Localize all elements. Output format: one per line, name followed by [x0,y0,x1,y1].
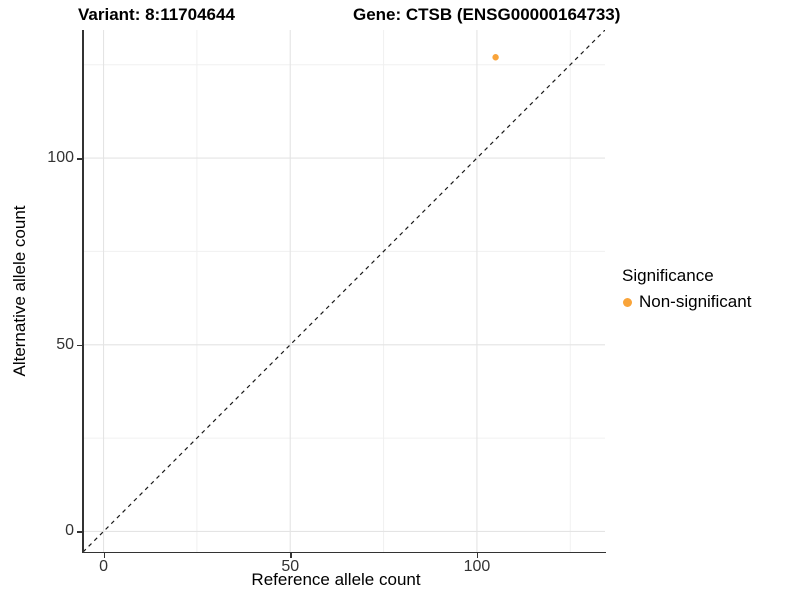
x-axis-title: Reference allele count [251,570,421,589]
x-tick-label: 50 [281,558,300,575]
y-axis-title: Alternative allele count [10,205,29,377]
legend-item-label: Non-significant [639,292,752,311]
identity-reference-line [83,30,605,552]
x-tick-mark [103,553,106,558]
legend-title: Significance [622,266,714,285]
x-tick-label: 0 [99,558,108,575]
x-tick-mark [476,553,479,558]
y-axis-line [82,30,84,553]
plot-panel [83,30,605,552]
legend-items: Non-significant [620,292,800,312]
x-tick-label: 100 [463,558,491,575]
panel-canvas [83,30,605,552]
y-tick-label: 50 [56,335,74,353]
legend-item: Non-significant [620,292,800,312]
y-tick-label: 100 [47,149,74,167]
y-tick-mark [77,158,82,160]
plot-title-variant: Variant: 8:11704644 [78,5,235,24]
data-point [492,54,499,61]
x-tick-mark [290,553,292,558]
legend: Significance Non-significant [620,266,800,312]
plot-title-gene: Gene: CTSB (ENSG00000164733) [353,5,621,24]
x-axis-line [82,551,606,553]
y-tick-mark [77,531,82,533]
legend-point-icon [623,297,632,307]
y-tick-label: 0 [65,522,74,540]
y-tick-mark [77,344,82,347]
